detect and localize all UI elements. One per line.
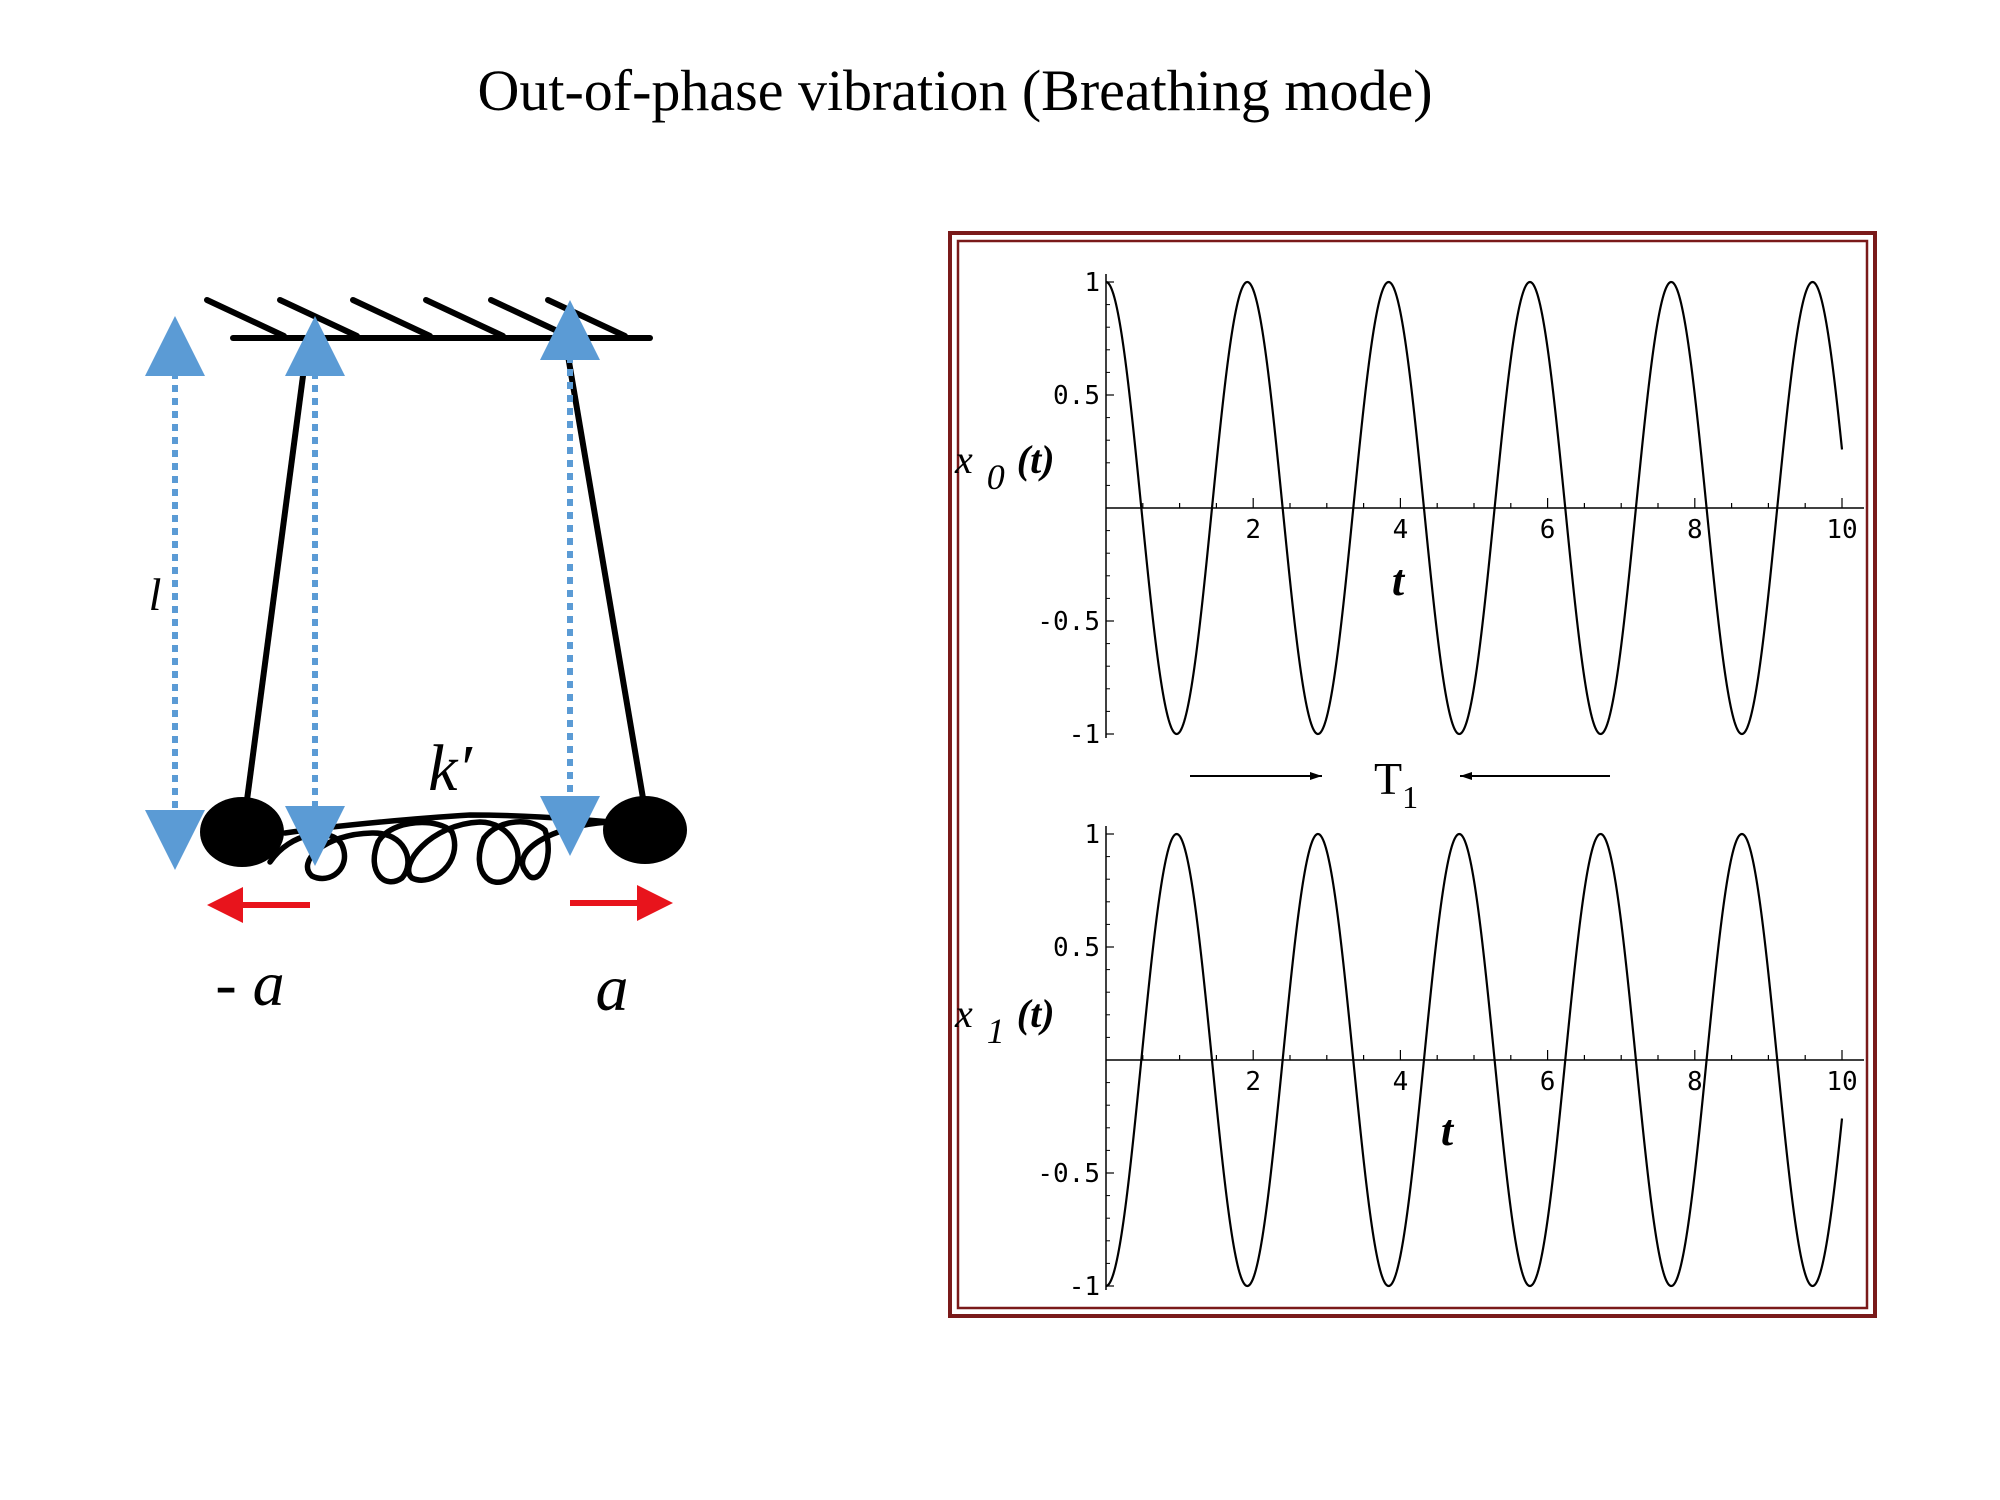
length-label: l bbox=[149, 569, 162, 620]
y-tick-label: -0.5 bbox=[1037, 607, 1100, 637]
x-tick-label: 10 bbox=[1826, 1067, 1857, 1097]
slide-title: Out-of-phase vibration (Breathing mode) bbox=[477, 58, 1432, 123]
right-bob bbox=[603, 796, 687, 864]
right-string bbox=[565, 338, 645, 810]
left-string bbox=[247, 338, 308, 800]
x-tick-label: 4 bbox=[1393, 515, 1409, 545]
x-tick-label: 10 bbox=[1826, 515, 1857, 545]
x-axis-label: t bbox=[1392, 556, 1406, 605]
y-tick-label: -0.5 bbox=[1037, 1159, 1100, 1189]
x-tick-label: 4 bbox=[1393, 1067, 1409, 1097]
x-tick-label: 2 bbox=[1245, 1067, 1261, 1097]
x-tick-label: 8 bbox=[1687, 515, 1703, 545]
left-displacement-label: - a bbox=[215, 948, 284, 1019]
pendulum-diagram: l k′ - a a bbox=[149, 300, 687, 1025]
x-tick-label: 8 bbox=[1687, 1067, 1703, 1097]
x-axis-label: t bbox=[1441, 1106, 1455, 1155]
x-tick-label: 6 bbox=[1540, 515, 1556, 545]
left-bob bbox=[200, 797, 284, 867]
ceiling bbox=[207, 300, 650, 338]
right-displacement-label: a bbox=[596, 952, 629, 1025]
x-tick-label: 6 bbox=[1540, 1067, 1556, 1097]
y-tick-label: 0.5 bbox=[1053, 933, 1100, 963]
y-tick-label: -1 bbox=[1069, 1272, 1100, 1302]
y-tick-label: -1 bbox=[1069, 720, 1100, 750]
x-tick-label: 2 bbox=[1245, 515, 1261, 545]
spring-constant-label: k′ bbox=[428, 732, 473, 805]
y-tick-label: 0.5 bbox=[1053, 381, 1100, 411]
y-tick-label: 1 bbox=[1084, 820, 1100, 850]
y-tick-label: 1 bbox=[1084, 268, 1100, 298]
